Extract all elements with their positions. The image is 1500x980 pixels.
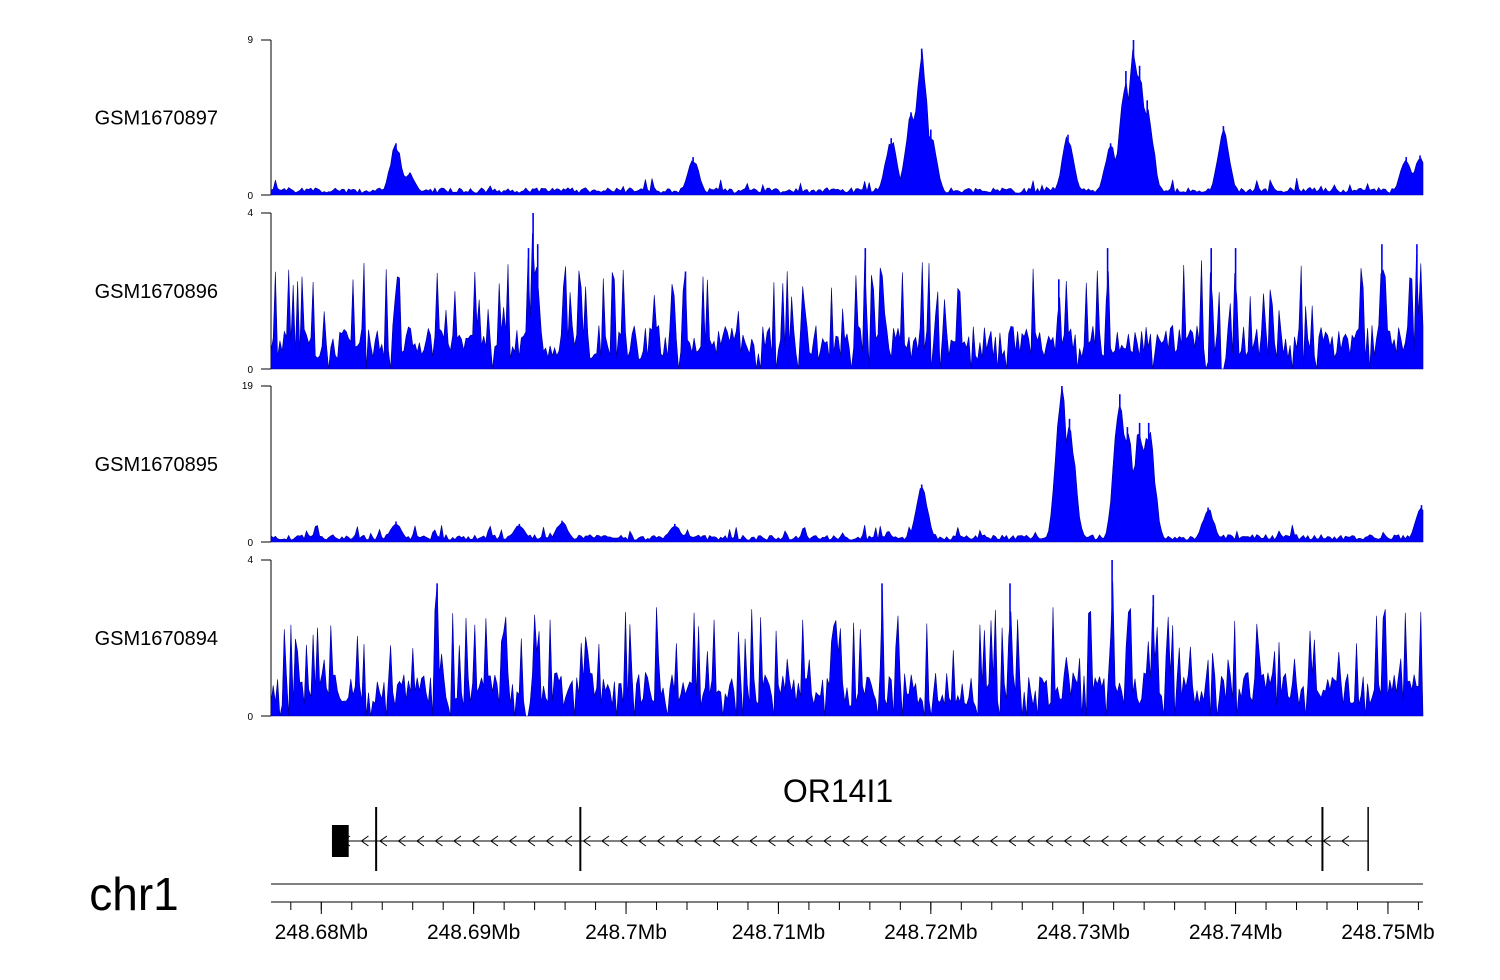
x-tick-label: 248.75Mb: [1341, 921, 1434, 944]
strand-arrow: [601, 835, 610, 847]
strand-arrow: [471, 835, 480, 847]
x-tick-label: 248.68Mb: [275, 921, 368, 944]
strand-arrow: [1230, 835, 1239, 847]
strand-arrow: [1119, 835, 1128, 847]
strand-arrow: [823, 835, 832, 847]
track-GSM1670897: GSM1670897 9 0: [95, 35, 1424, 202]
strand-arrow: [582, 835, 591, 847]
strand-arrow: [1045, 835, 1054, 847]
strand-arrow: [730, 835, 739, 847]
strand-arrow: [915, 835, 924, 847]
strand-arrow: [656, 835, 665, 847]
track-label: GSM1670896: [95, 281, 218, 303]
strand-arrow: [749, 835, 758, 847]
x-tick-label: 248.74Mb: [1189, 921, 1282, 944]
strand-arrow: [638, 835, 647, 847]
strand-arrow: [564, 835, 573, 847]
strand-arrow: [841, 835, 850, 847]
strand-arrow: [786, 835, 795, 847]
strand-arrow: [712, 835, 721, 847]
strand-arrow: [1156, 835, 1165, 847]
coverage-area: [270, 581, 1424, 717]
strand-arrow: [1304, 835, 1313, 847]
strand-arrow: [508, 835, 517, 847]
strand-arrow: [1026, 835, 1035, 847]
strand-arrow: [1322, 835, 1331, 847]
x-tick-label: 248.72Mb: [884, 921, 977, 944]
strand-arrow: [804, 835, 813, 847]
strand-arrow: [453, 835, 462, 847]
strand-arrow: [952, 835, 961, 847]
strand-arrow: [897, 835, 906, 847]
y-max-label: 4: [247, 208, 253, 219]
strand-arrow: [545, 835, 554, 847]
strand-arrow: [1100, 835, 1109, 847]
y-max-label: 4: [247, 555, 253, 566]
track-label: GSM1670894: [95, 628, 218, 650]
strand-arrow: [1193, 835, 1202, 847]
strand-arrow: [693, 835, 702, 847]
track-GSM1670896: GSM1670896 4 0: [95, 208, 1424, 376]
y-max-label: 19: [242, 381, 254, 392]
strand-arrow: [397, 835, 406, 847]
strand-arrow: [860, 835, 869, 847]
y-min-label: 0: [247, 365, 253, 376]
strand-arrow: [490, 835, 499, 847]
x-tick-label: 248.7Mb: [585, 921, 667, 944]
strand-arrow: [1248, 835, 1257, 847]
track-label: GSM1670895: [95, 454, 218, 476]
strand-arrow: [1008, 835, 1017, 847]
strand-arrow: [675, 835, 684, 847]
strand-arrow: [1063, 835, 1072, 847]
strand-arrow: [360, 835, 369, 847]
coverage-area: [270, 49, 1424, 196]
strand-arrow: [989, 835, 998, 847]
strand-arrow: [1341, 835, 1350, 847]
strand-arrow: [934, 835, 943, 847]
strand-arrow: [619, 835, 628, 847]
y-min-label: 0: [247, 538, 253, 549]
strand-arrow: [878, 835, 887, 847]
coverage-area: [270, 386, 1424, 543]
y-min-label: 0: [247, 712, 253, 723]
strand-arrow: [1267, 835, 1276, 847]
strand-arrow: [767, 835, 776, 847]
x-tick-label: 248.69Mb: [427, 921, 520, 944]
y-min-label: 0: [247, 191, 253, 202]
coverage-area: [270, 233, 1424, 370]
strand-arrow: [1285, 835, 1294, 847]
strand-arrow: [416, 835, 425, 847]
strand-arrow: [971, 835, 980, 847]
genomic-axis: chr1 248.68Mb 248.69Mb 248.7Mb 248.71Mb 248.…: [89, 868, 1434, 944]
track-label: GSM1670897: [95, 108, 218, 130]
strand-arrow: [379, 835, 388, 847]
gene-exon-block: [331, 825, 349, 857]
strand-arrow: [1174, 835, 1183, 847]
strand-arrow: [1211, 835, 1220, 847]
y-max-label: 9: [247, 35, 253, 46]
strand-arrow: [1082, 835, 1091, 847]
x-tick-label: 248.73Mb: [1036, 921, 1129, 944]
gene-name-label: OR14I1: [783, 773, 893, 809]
strand-arrow: [527, 835, 536, 847]
track-GSM1670895: GSM1670895 19 0: [95, 381, 1424, 549]
track-GSM1670894: GSM1670894 4 0: [95, 555, 1424, 723]
gene-model: OR14I1: [331, 773, 1369, 871]
coverage-tracks: GSM167089790GSM167089640GSM1670895190GSM…: [95, 35, 1424, 723]
x-tick-label: 248.71Mb: [732, 921, 825, 944]
chromosome-label: chr1: [89, 868, 178, 920]
strand-arrow: [1137, 835, 1146, 847]
strand-arrow: [434, 835, 443, 847]
